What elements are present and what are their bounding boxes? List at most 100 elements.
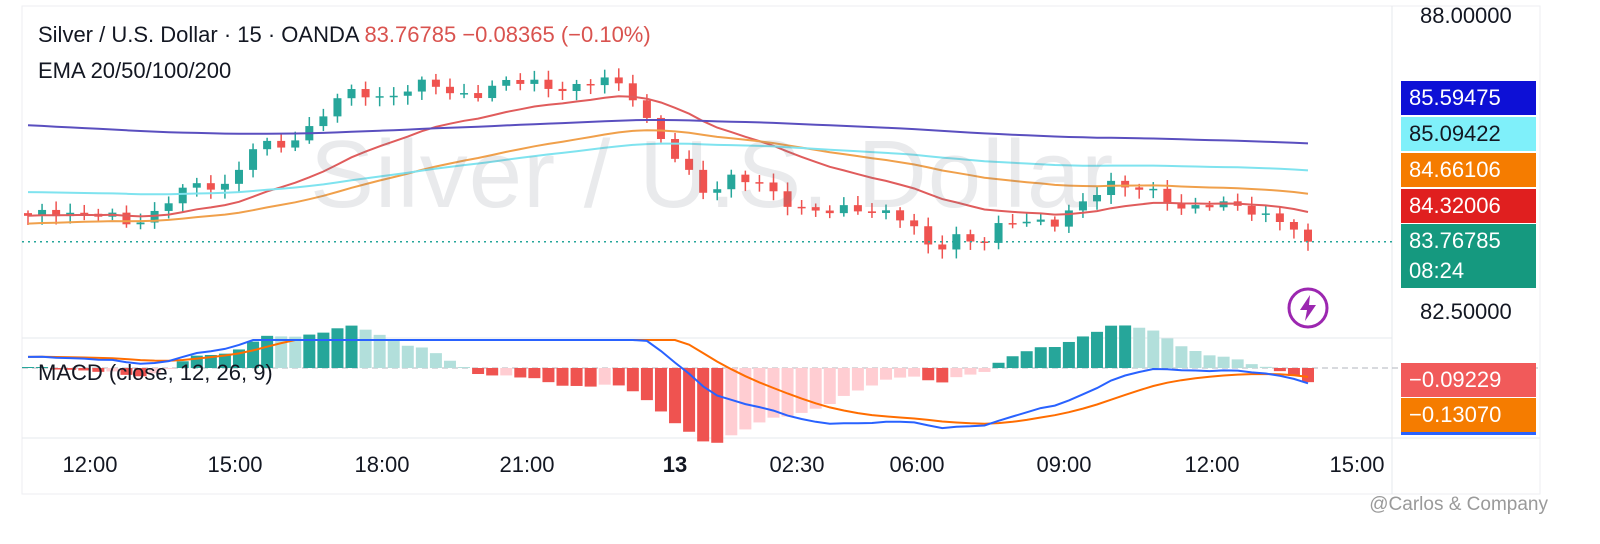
- macd-bar: [1203, 355, 1216, 368]
- price-change: −0.08365 (−0.10%): [462, 22, 651, 47]
- macd-bar: [654, 368, 667, 412]
- legend-symbol: Silver / U.S. Dollar · 15 · OANDA 83.767…: [38, 22, 651, 48]
- candle: [488, 80, 497, 102]
- macd-bar: [697, 368, 710, 442]
- candle: [249, 143, 258, 178]
- candle: [783, 182, 792, 216]
- macd-bar: [514, 368, 527, 378]
- macd-bar: [359, 329, 372, 368]
- macd-bar: [542, 368, 555, 383]
- last-price-badge: 83.76785 08:24: [1401, 224, 1536, 288]
- macd-bar: [472, 368, 485, 375]
- macd-bar: [851, 368, 864, 391]
- candle: [938, 235, 947, 259]
- candle: [1163, 180, 1172, 211]
- macd-bar: [345, 325, 358, 368]
- macd-bar: [570, 368, 583, 386]
- macd-bar: [865, 368, 878, 386]
- time-tick-label: 06:00: [889, 452, 945, 477]
- macd-bar: [556, 368, 569, 386]
- candle: [924, 217, 933, 254]
- macd-bar: [1091, 331, 1104, 368]
- macd-bar: [373, 334, 386, 368]
- macd-bar: [415, 347, 428, 368]
- macd-bar: [1006, 356, 1019, 368]
- macd-bar: [922, 368, 935, 381]
- macd-bar: [683, 368, 696, 432]
- candle: [277, 134, 286, 153]
- macd-bar: [1119, 325, 1132, 368]
- candle: [741, 170, 750, 192]
- macd-bar: [443, 360, 456, 368]
- candle: [1275, 207, 1284, 231]
- candle: [220, 174, 229, 199]
- candle: [544, 70, 553, 98]
- ema-legend[interactable]: EMA 20/50/100/200: [38, 58, 232, 83]
- candle: [769, 173, 778, 201]
- candle: [910, 213, 919, 235]
- candle: [797, 199, 806, 215]
- time-tick-label: 21:00: [499, 452, 555, 477]
- macd-bar: [303, 334, 316, 368]
- macd-bar: [528, 368, 541, 379]
- candle: [600, 69, 609, 94]
- candle: [1093, 185, 1102, 210]
- candle: [867, 203, 876, 218]
- macd-bar: [458, 367, 471, 368]
- macd-bar: [275, 336, 288, 368]
- candle: [572, 79, 581, 101]
- macd-bar: [1245, 364, 1258, 368]
- macd-bar: [1259, 366, 1272, 368]
- macd-bar: [809, 368, 822, 409]
- candle: [1064, 204, 1073, 233]
- macd-bar: [767, 368, 780, 418]
- macd-bar: [950, 368, 963, 378]
- candle: [671, 132, 680, 163]
- candle: [586, 79, 595, 95]
- macd-bar: [640, 368, 653, 401]
- candle: [896, 207, 905, 228]
- candle: [66, 203, 75, 224]
- candle: [727, 169, 736, 198]
- macd-bar: [1302, 368, 1314, 383]
- macd-signal-line: [27, 339, 1309, 425]
- time-tick-label: 13: [662, 452, 688, 477]
- macd-bar: [880, 368, 893, 380]
- macd-bar: [669, 368, 682, 424]
- candle: [853, 195, 862, 215]
- candle: [80, 204, 89, 221]
- candle: [474, 85, 483, 102]
- macd-bar: [795, 368, 808, 413]
- last-price-value: 83.76785: [1409, 228, 1501, 253]
- macd-bar: [837, 368, 850, 396]
- ema100-line: [27, 142, 1309, 196]
- candle: [178, 184, 187, 212]
- macd-bar: [781, 368, 794, 417]
- macd-bar: [148, 368, 161, 374]
- candle: [685, 150, 694, 175]
- price-axis-bottom: 82.50000: [1420, 299, 1512, 324]
- candle: [431, 73, 440, 95]
- macd-line: [27, 339, 1309, 430]
- time-tick-label: 12:00: [1184, 452, 1240, 477]
- symbol-title: Silver / U.S. Dollar · 15 · OANDA: [38, 22, 359, 47]
- time-tick-label: 12:00: [62, 452, 118, 477]
- candle: [516, 73, 525, 91]
- candle: [980, 237, 989, 251]
- candle: [614, 68, 623, 91]
- ema20-badge: 84.32006: [1401, 189, 1536, 223]
- candle: [1304, 223, 1312, 251]
- candle: [825, 205, 834, 219]
- ema200-badge: 85.59475: [1401, 81, 1536, 115]
- candle: [1177, 194, 1186, 215]
- candle: [1008, 214, 1017, 229]
- macd-bar: [1034, 347, 1047, 368]
- macd-bar: [22, 367, 34, 368]
- lightning-icon[interactable]: [1286, 286, 1330, 330]
- macd-legend[interactable]: MACD (close, 12, 26, 9): [38, 360, 273, 385]
- candle: [966, 229, 975, 250]
- chart-frame: [21, 5, 1541, 495]
- macd-bar: [1048, 347, 1061, 368]
- time-tick-label: 15:00: [1329, 452, 1385, 477]
